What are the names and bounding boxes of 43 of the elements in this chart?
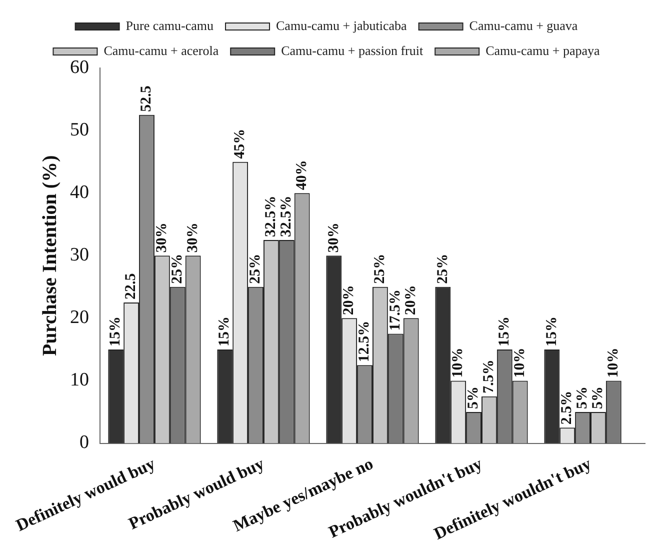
data-label: 17.5% [388,290,404,331]
y-axis-title: Purchase Intention (%) [39,155,62,356]
data-label: 7.5% [481,360,498,394]
data-label: 25% [170,254,186,284]
data-label: 32.5% [263,196,280,237]
legend-label: Camu-camu + acerola [104,42,219,58]
data-label: 45% [232,128,248,159]
data-label: 15% [496,316,513,346]
data-label: 40% [294,160,310,190]
data-label: 15% [544,316,560,346]
data-label: 25% [372,254,388,284]
data-label: 22.5 [123,273,140,300]
y-tick-label: 50 [70,120,89,141]
data-label: 10% [606,348,622,378]
y-tick-label: 0 [79,432,89,454]
y-tick-label: 30 [70,244,89,266]
y-tick-label: 20 [70,307,89,328]
y-tick-label: 10 [70,370,89,391]
data-label: 20% [341,285,358,316]
data-label: 12.5% [356,320,373,362]
data-label: 32.5% [278,196,295,237]
data-label: 2.5% [559,390,576,425]
data-label: 30% [184,222,201,253]
data-label: 5% [466,386,482,409]
legend-label: Camu-camu + passion fruit [281,42,424,58]
data-label: 5% [574,386,591,409]
y-tick-label: 60 [70,56,89,78]
legend-label: Pure camu-camu [126,18,214,33]
data-label: 10% [512,348,528,378]
data-label: 15% [216,316,233,346]
y-tick-label: 40 [70,182,89,204]
data-label: 52.5 [138,86,155,112]
legend-label: Camu-camu + jabuticaba [276,18,408,33]
data-label: 30% [154,222,170,253]
legend-label: Camu-camu + papaya [486,42,600,58]
data-label: 30% [326,222,342,253]
data-label: 25% [434,254,451,284]
legend-label: Camu-camu + guava [469,18,578,33]
data-label: 15% [108,316,124,346]
data-label: 20% [402,285,419,316]
data-label: 25% [248,254,264,284]
data-label: 10% [450,348,466,378]
data-label: 5% [590,386,606,409]
